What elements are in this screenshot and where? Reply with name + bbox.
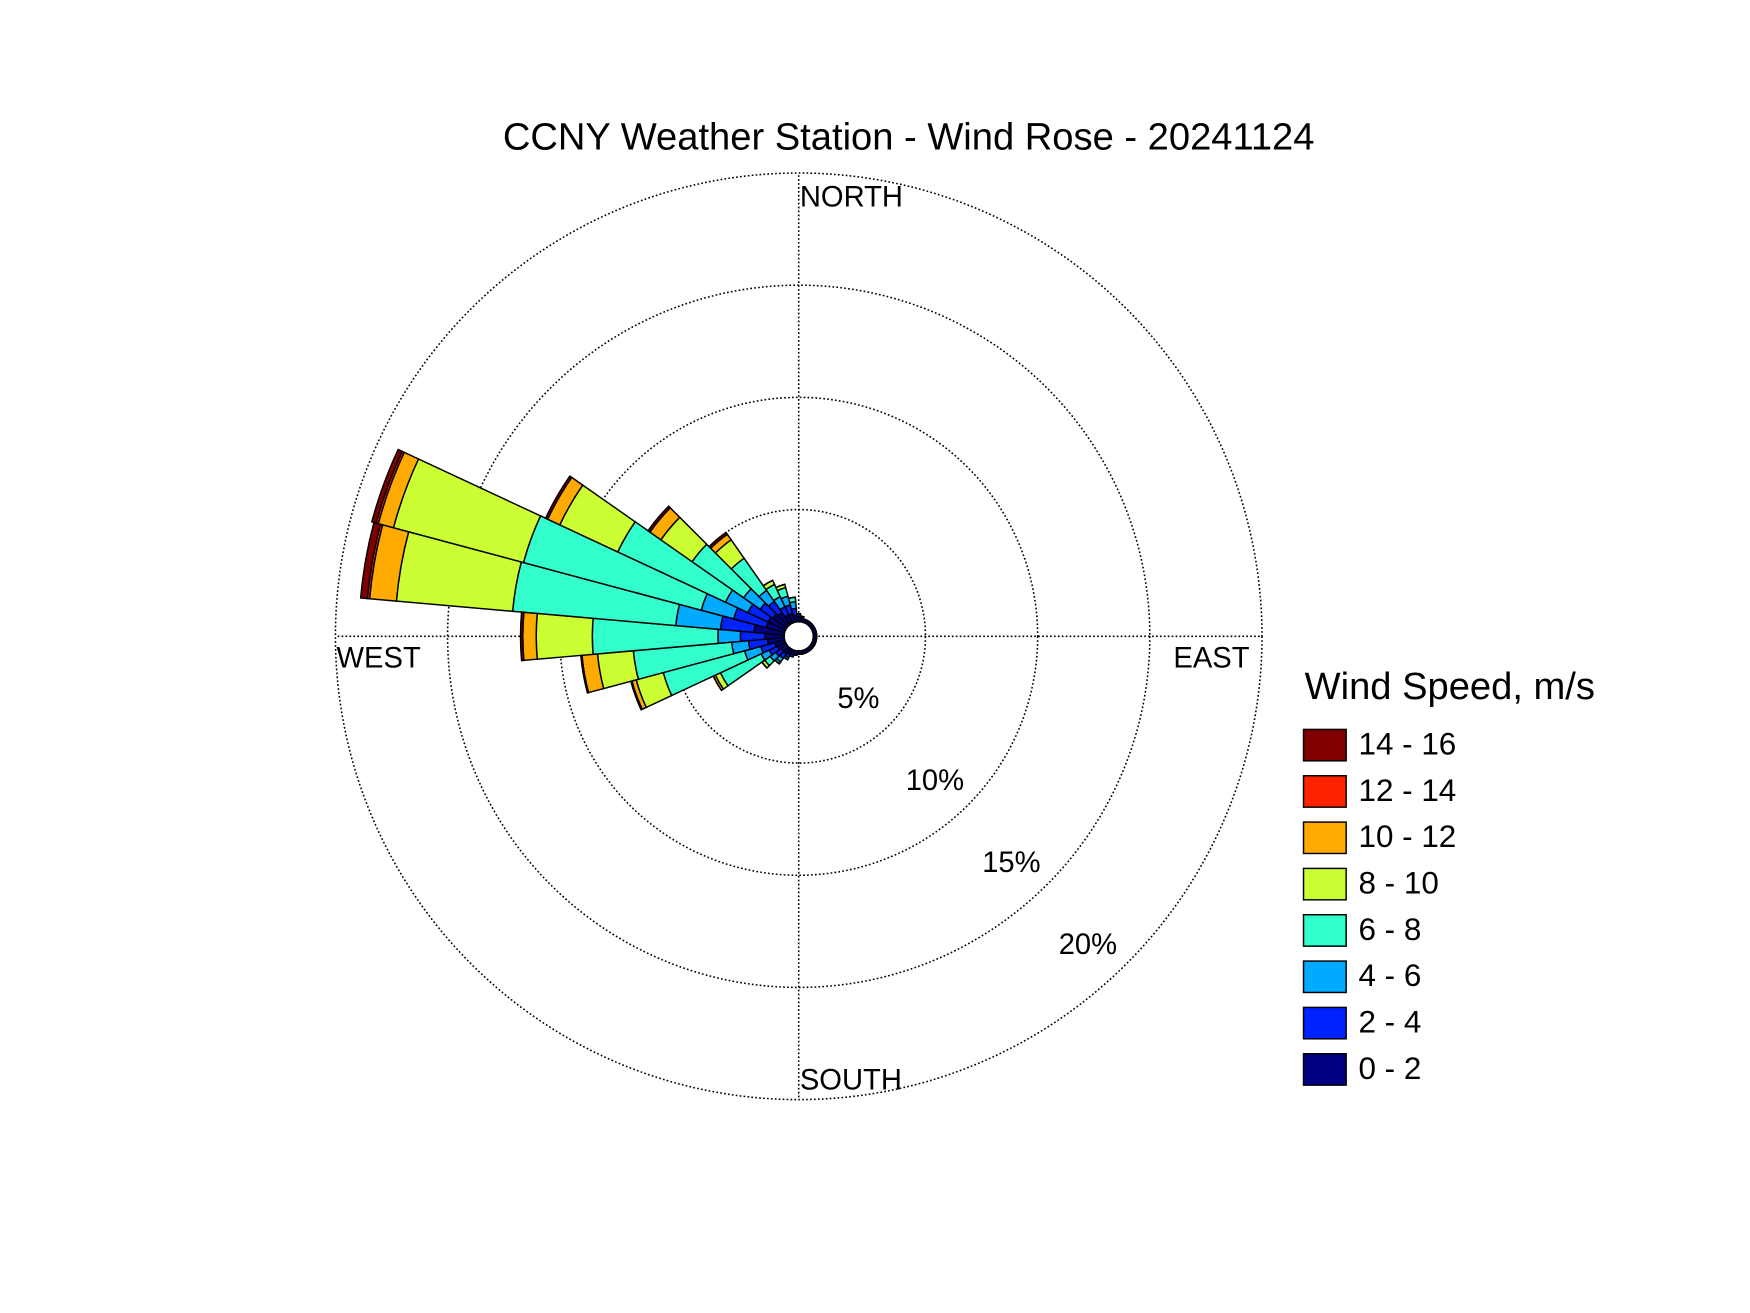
legend-title: Wind Speed, m/s	[1305, 665, 1595, 708]
ring-labels: 5% 10% 15% 20%	[837, 683, 1117, 961]
petal-segment	[535, 612, 594, 660]
legend-label: 10 - 12	[1358, 819, 1456, 854]
grid-ring	[446, 284, 1151, 989]
legend-swatch	[1302, 728, 1347, 762]
ring-label: 20%	[1059, 929, 1117, 961]
legend-swatch	[1302, 1006, 1347, 1040]
legend-label: 12 - 14	[1358, 773, 1456, 808]
legend-swatch	[1302, 867, 1347, 901]
legend-label: 8 - 10	[1358, 866, 1438, 901]
legend-swatch	[1302, 960, 1347, 994]
legend: 0 - 2 2 - 4 4 - 6 6 - 8 8 - 10 10 - 12 12 - 14…	[1302, 727, 1456, 1086]
legend-label: 4 - 6	[1358, 958, 1421, 993]
north-label: NORTH	[800, 182, 903, 214]
legend-label: 2 - 4	[1358, 1005, 1421, 1040]
petal-segment	[544, 475, 573, 521]
petal-segment	[522, 611, 539, 662]
legend-label: 0 - 2	[1358, 1051, 1421, 1086]
chart-title: CCNY Weather Station - Wind Rose - 20241…	[503, 115, 1315, 158]
center-hole	[785, 622, 813, 650]
petals	[359, 448, 818, 711]
ring-label: 5%	[837, 683, 879, 715]
south-label: SOUTH	[800, 1064, 902, 1096]
petal-segment	[646, 505, 672, 534]
petal-segment	[800, 615, 805, 618]
ring-label: 15%	[982, 847, 1040, 879]
grid-ring	[334, 172, 1263, 1101]
legend-swatch	[1302, 821, 1347, 855]
petal-segment	[708, 531, 729, 550]
legend-swatch	[1302, 1052, 1347, 1086]
legend-label: 6 - 8	[1358, 912, 1421, 947]
legend-swatch	[1302, 775, 1347, 808]
east-label: EAST	[1173, 643, 1249, 675]
west-label: WEST	[337, 643, 421, 675]
legend-swatch	[1302, 914, 1347, 947]
legend-label: 14 - 16	[1358, 727, 1456, 762]
petal-segment	[370, 448, 404, 524]
ring-label: 10%	[906, 765, 964, 797]
petal-segment	[519, 611, 525, 662]
